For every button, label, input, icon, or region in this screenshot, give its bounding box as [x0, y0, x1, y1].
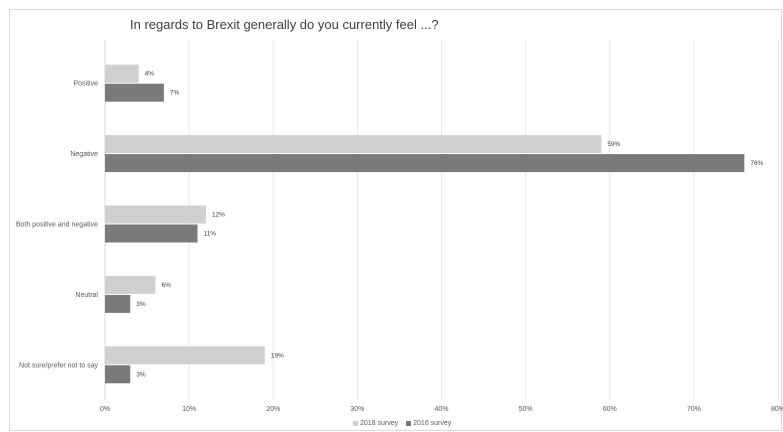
chart-title: In regards to Brexit generally do you cu… — [130, 17, 439, 32]
gridlines — [104, 40, 779, 400]
legend-label-2018: 2018 survey — [360, 420, 399, 427]
data-label: 7% — [170, 90, 180, 97]
bar-2016 — [105, 83, 164, 102]
bar-2018 — [105, 346, 265, 365]
category-labels: Positive Negative Both positive and negati… — [16, 81, 99, 370]
data-label: 76% — [750, 160, 763, 167]
data-label: 6% — [161, 282, 171, 289]
bar-2016 — [105, 365, 131, 384]
x-tick-label: 40% — [434, 406, 448, 413]
bar-2018 — [105, 135, 602, 154]
data-label: 3% — [136, 371, 146, 378]
x-tick-label: 20% — [266, 406, 280, 413]
data-labels: 4% 7% 59% 76% 12% 11% 6% 3% 19% 3% — [136, 71, 763, 379]
bar-2018 — [105, 275, 156, 294]
bar-2018 — [105, 64, 139, 83]
legend-item-2018: 2018 survey — [353, 420, 398, 427]
data-label: 11% — [204, 231, 217, 238]
x-tick-labels: 0% 10% 20% 30% 40% 50% 60% 70% 80% — [100, 406, 783, 413]
legend: 2018 survey 2016 survey — [353, 420, 451, 427]
x-tick-label: 0% — [100, 406, 110, 413]
category-label: Not sure/prefer not to say — [19, 362, 98, 369]
x-tick-label: 70% — [687, 406, 701, 413]
bar-2016 — [105, 294, 131, 313]
category-label: Both positive and negative — [16, 222, 98, 229]
data-label: 12% — [212, 212, 225, 219]
x-tick-label: 60% — [603, 406, 617, 413]
bars — [105, 64, 745, 384]
x-tick-label: 10% — [182, 406, 196, 413]
category-label: Positive — [73, 81, 98, 88]
data-label: 4% — [145, 71, 155, 78]
data-label: 3% — [136, 301, 146, 308]
legend-item-2016: 2016 survey — [406, 420, 451, 427]
bar-2016 — [105, 154, 745, 173]
data-label: 19% — [271, 352, 284, 359]
legend-label-2016: 2016 survey — [413, 420, 452, 427]
bar-2018 — [105, 205, 206, 224]
x-tick-label: 30% — [350, 406, 364, 413]
x-tick-label: 80% — [771, 406, 783, 413]
legend-swatch-2018 — [353, 421, 358, 426]
category-label: Negative — [70, 151, 98, 158]
x-tick-label: 50% — [519, 406, 533, 413]
bar-2016 — [105, 224, 198, 243]
data-label: 59% — [607, 141, 620, 148]
legend-swatch-2016 — [406, 421, 412, 426]
category-label: Neutral — [75, 292, 98, 299]
